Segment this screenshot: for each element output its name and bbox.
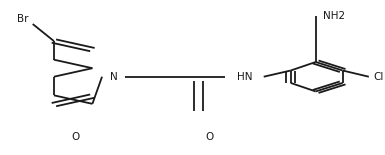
Text: HN: HN	[237, 72, 252, 82]
Text: O: O	[206, 132, 214, 142]
Text: Cl: Cl	[373, 72, 384, 82]
Text: NH2: NH2	[323, 11, 345, 21]
Text: Br: Br	[17, 14, 29, 24]
Text: O: O	[71, 132, 79, 142]
Text: N: N	[110, 72, 117, 82]
